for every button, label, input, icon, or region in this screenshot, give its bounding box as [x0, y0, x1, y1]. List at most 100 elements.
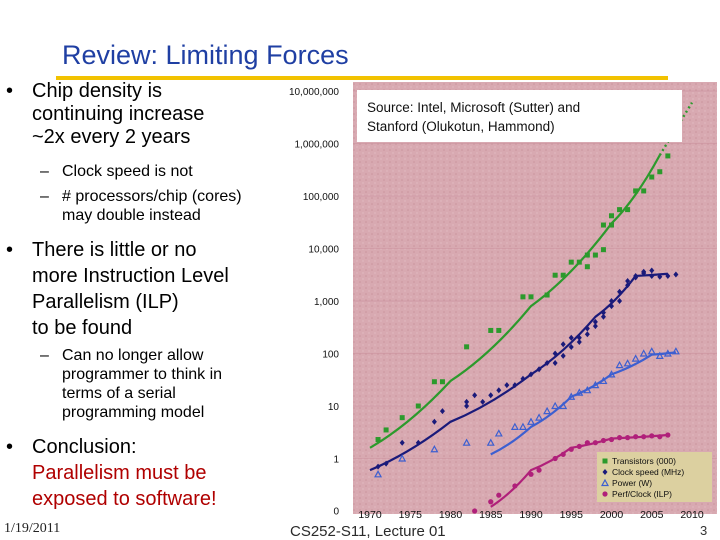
data-point [383, 460, 389, 467]
data-point [488, 392, 494, 399]
data-point [399, 415, 405, 421]
data-point [536, 467, 542, 473]
conclusion-emphasis-line: exposed to software! [32, 488, 217, 510]
data-point [504, 382, 510, 389]
chart-plot-area [353, 82, 717, 514]
y-axis-labels: 10,000,0001,000,000100,00010,0001,000100… [289, 87, 340, 518]
data-point [623, 359, 632, 367]
data-point [535, 413, 544, 421]
bullet-marker: • [6, 239, 14, 261]
data-point [647, 347, 656, 355]
chart-legend: Transistors (000)Clock speed (MHz)Power … [597, 452, 712, 502]
data-point [472, 508, 478, 514]
subbullet-line: terms of a serial [62, 385, 176, 402]
data-point [607, 370, 616, 378]
data-point [671, 347, 680, 355]
data-point [536, 366, 542, 373]
data-point [551, 401, 560, 410]
data-point [625, 207, 631, 213]
trend-line [369, 154, 661, 449]
trend-line [490, 351, 677, 456]
y-tick-label: 0 [333, 507, 339, 518]
footer-page-number: 3 [700, 523, 708, 538]
data-point [617, 288, 623, 295]
data-point [575, 388, 584, 396]
data-point [600, 222, 606, 228]
data-point [608, 436, 615, 443]
x-axis-labels: 1970 1975 1980 1985 1990 1995 2000 2005 2010 [358, 509, 704, 521]
legend-label: Transistors (000) [612, 456, 676, 466]
data-point [649, 174, 655, 180]
data-point [583, 385, 592, 394]
bullet-chip-density: • Chip density is continuing increase ~2… [6, 80, 204, 149]
subbullet-processors: – # processors/chip (cores) may double i… [40, 187, 242, 225]
legend-marker [602, 458, 608, 464]
data-point [576, 338, 582, 345]
data-point [486, 438, 495, 446]
series-power-w [374, 347, 680, 478]
data-point [544, 292, 550, 298]
data-point [488, 499, 494, 505]
subbullet-line: # processors/chip (cores) [62, 188, 242, 205]
data-point [657, 273, 663, 280]
data-point [528, 371, 534, 378]
bullet-line: There is little or no [32, 239, 197, 261]
data-point [568, 343, 574, 350]
x-tick-label: 1980 [439, 509, 463, 521]
data-point [375, 463, 381, 470]
subbullet-serial-model: – Can no longer allow programmer to thin… [40, 346, 223, 422]
series-perf-clock-ilp [472, 432, 671, 514]
slide-title: Review: Limiting Forces [62, 40, 349, 70]
data-point [655, 351, 664, 360]
dash-marker: – [40, 163, 49, 180]
data-point [567, 392, 576, 400]
data-point [649, 272, 655, 279]
data-point [641, 268, 647, 275]
x-tick-label: 1985 [479, 509, 503, 521]
data-point [488, 327, 494, 333]
y-tick-label: 1,000,000 [295, 140, 340, 151]
data-point [560, 451, 566, 457]
data-point [576, 259, 582, 265]
data-point [576, 443, 582, 450]
legend-label: Perf/Clock (ILP) [612, 489, 672, 499]
data-point [665, 153, 671, 159]
data-point [633, 188, 639, 194]
data-point [633, 274, 639, 281]
subbullet-line: Can no longer allow [62, 347, 204, 364]
data-point [415, 403, 421, 409]
y-tick-label: 1,000 [314, 297, 339, 308]
data-point [600, 437, 607, 444]
footer-date: 1/19/2011 [4, 521, 61, 536]
data-point [512, 483, 518, 489]
subbullet-line: programmer to think in [62, 366, 223, 383]
data-point [560, 272, 566, 278]
data-point [599, 376, 608, 385]
y-tick-label: 100,000 [303, 192, 340, 203]
data-point [431, 379, 437, 385]
bullet-line: Parallelism (ILP) [32, 291, 179, 313]
data-point [617, 207, 623, 213]
data-point [600, 313, 606, 320]
data-point [609, 303, 614, 310]
conclusion-emphasis-line: Parallelism must be [32, 462, 207, 484]
x-tick-label: 1975 [399, 509, 423, 521]
data-point [600, 309, 606, 316]
data-point [584, 325, 590, 332]
legend-label: Clock speed (MHz) [612, 467, 684, 477]
data-point [584, 440, 590, 446]
data-point [665, 272, 671, 279]
data-point [496, 492, 502, 498]
data-point [374, 470, 383, 478]
data-point [415, 439, 421, 446]
x-tick-label: 1995 [560, 509, 584, 521]
data-point [439, 408, 445, 415]
data-point [576, 334, 582, 341]
bullet-marker: • [6, 436, 14, 458]
data-point [430, 445, 439, 453]
data-point [625, 435, 631, 441]
data-point [568, 334, 574, 341]
data-point [615, 360, 624, 369]
subbullet-clock-speed: – Clock speed is not [40, 162, 193, 181]
data-point [649, 433, 655, 439]
